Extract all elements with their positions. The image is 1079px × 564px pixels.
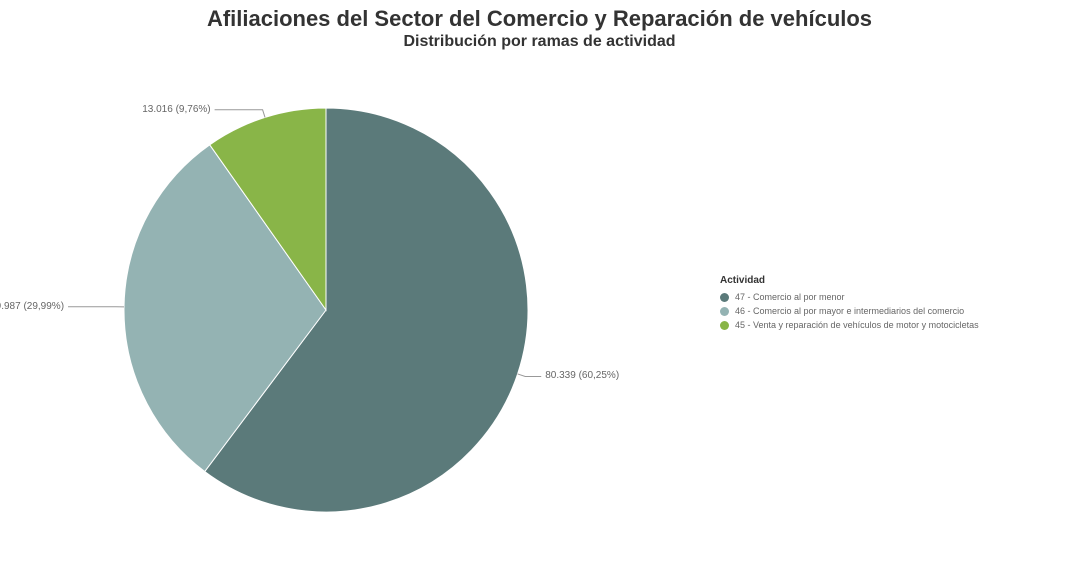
data-label-s45: 13.016 (9,76%) [142, 104, 210, 115]
legend-swatch-45 [720, 321, 729, 330]
legend-label-46: 46 - Comercio al por mayor e intermediar… [735, 306, 964, 316]
leader-line-s47 [518, 374, 542, 377]
legend-swatch-47 [720, 293, 729, 302]
data-label-s46: 39.987 (29,99%) [0, 301, 64, 312]
legend-item-45[interactable]: 45 - Venta y reparación de vehículos de … [720, 320, 979, 330]
leader-line-s45 [215, 110, 265, 118]
legend-title: Actividad [720, 275, 979, 286]
data-label-s47: 80.339 (60,25%) [545, 370, 619, 381]
legend-swatch-46 [720, 307, 729, 316]
legend-item-46[interactable]: 46 - Comercio al por mayor e intermediar… [720, 306, 979, 316]
legend: Actividad 47 - Comercio al por menor 46 … [720, 275, 979, 334]
legend-label-47: 47 - Comercio al por menor [735, 292, 845, 302]
chart-container: { "chart": { "type": "pie", "title": "Af… [0, 0, 1079, 564]
legend-item-47[interactable]: 47 - Comercio al por menor [720, 292, 979, 302]
legend-label-45: 45 - Venta y reparación de vehículos de … [735, 320, 979, 330]
